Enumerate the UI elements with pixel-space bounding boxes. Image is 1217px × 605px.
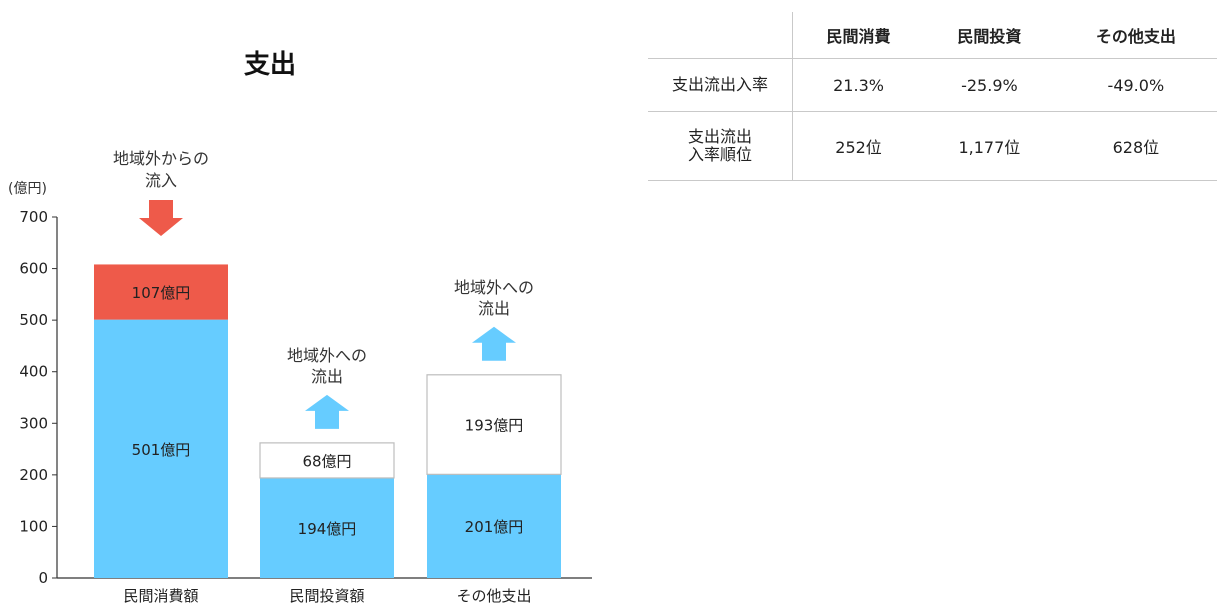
- chart-title: 支出: [244, 50, 296, 80]
- down-arrow-icon: [139, 200, 183, 236]
- bar-top-segment: [426, 374, 562, 475]
- x-tick-label: 民間消費額: [123, 587, 198, 605]
- expenditure-chart: 支出 (億円) 0 100 200 300 400 500 600 700 501億円 107億円民間…: [8, 50, 592, 605]
- cell-rate-investment: -25.9%: [924, 58, 1055, 112]
- bar-base-segment: [260, 477, 394, 578]
- bar-base-label: 201億円: [465, 518, 524, 536]
- annotation-line: 地域外からの: [113, 149, 209, 168]
- y-tick-label: 300: [19, 414, 48, 432]
- col-header-other: その他支出: [1054, 12, 1217, 59]
- bar-top-label: 193億円: [465, 417, 524, 435]
- cell-rate-other: -49.0%: [1054, 58, 1217, 112]
- y-tick-label: 0: [38, 569, 48, 587]
- annotation-line: 地域外への: [454, 278, 534, 297]
- bar-base-segment: [427, 474, 561, 578]
- cell-rate-consumption: 21.3%: [792, 58, 925, 112]
- row-label-rank: 支出流出入率順位: [648, 111, 793, 181]
- bar-top-label: 107億円: [132, 284, 191, 302]
- y-tick-label: 500: [19, 311, 48, 329]
- cell-rank-consumption: 252位: [792, 111, 925, 181]
- table-row: 支出流出入率順位 252位 1,177位 628位: [648, 111, 1217, 181]
- x-tick-label: 民間投資額: [289, 587, 364, 605]
- y-tick-label: 700: [19, 208, 48, 226]
- bar-base-segment: [94, 319, 228, 578]
- y-tick-label: 400: [19, 363, 48, 381]
- annotation-line: 流入: [145, 171, 177, 190]
- x-tick-label: その他支出: [456, 587, 531, 605]
- up-arrow-icon: [472, 326, 516, 361]
- cell-rank-investment: 1,177位: [924, 111, 1055, 181]
- y-tick-label: 600: [19, 260, 48, 278]
- bar-top-segment: [259, 442, 395, 479]
- up-arrow-icon: [305, 394, 349, 429]
- col-header-consumption: 民間消費: [792, 12, 925, 59]
- row-label-rate: 支出流出入率: [648, 58, 793, 112]
- bar-top-segment: [94, 264, 228, 320]
- table-corner: [648, 12, 793, 59]
- y-tick-label: 100: [19, 517, 48, 535]
- col-header-investment: 民間投資: [924, 12, 1055, 59]
- bar-base-label: 501億円: [132, 441, 191, 459]
- bar-top-label: 68億円: [302, 452, 351, 470]
- annotation-line: 流出: [311, 367, 343, 386]
- table-row: 支出流出入率 21.3% -25.9% -49.0%: [648, 58, 1217, 112]
- rate-table: 民間消費 民間投資 その他支出 支出流出入率 21.3% -25.9% -49.…: [648, 12, 1217, 181]
- annotation-line: 地域外への: [287, 346, 367, 365]
- cell-rank-other: 628位: [1054, 111, 1217, 181]
- y-tick-label: 200: [19, 466, 48, 484]
- y-axis-label: (億円): [8, 181, 47, 197]
- bar-base-label: 194億円: [298, 520, 357, 538]
- annotation-line: 流出: [478, 299, 510, 318]
